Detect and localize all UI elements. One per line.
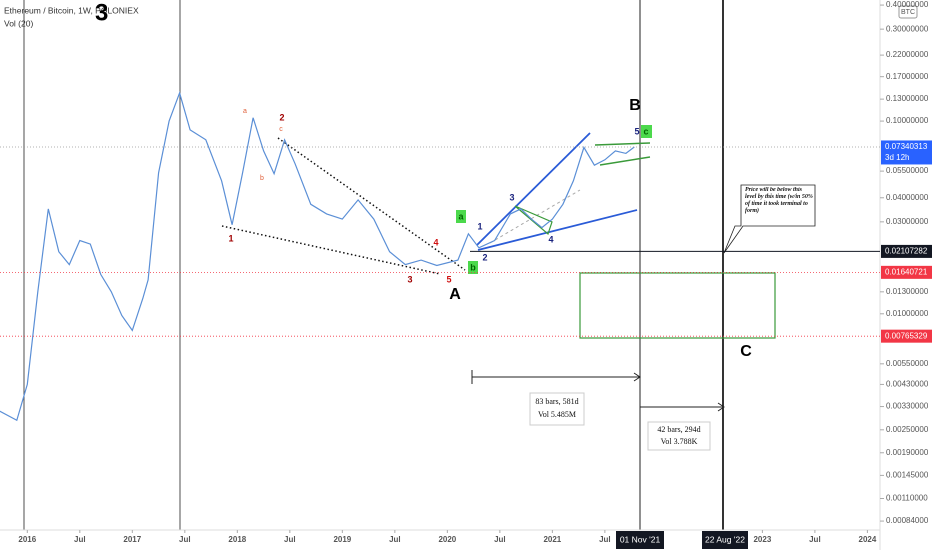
y-tick-label: 0.17000000 [886,72,929,81]
countdown: 3d 12h [885,153,909,162]
price-line [0,90,635,422]
y-tick-label: 0.03000000 [886,217,929,226]
date-marker: 22 Aug '22 [705,534,745,544]
x-tick-label: 2018 [228,535,246,544]
x-tick-label: Jul [179,535,191,544]
measure-range: 42 bars, 294d [657,425,700,434]
indicator-label: Vol (20) [4,18,33,28]
wave-label: 4 [433,237,438,247]
wave-label: 3 [509,192,514,202]
y-tick-label: 0.04000000 [886,193,929,202]
wave-label: 2 [279,112,284,122]
x-tick-label: Jul [599,535,611,544]
price-tag-label: 0.01640721 [885,267,928,276]
price-tag [881,244,932,258]
y-tick-label: 0.00110000 [886,494,928,503]
wave-label: B [629,97,641,114]
wave-label: 1 [477,221,482,231]
y-tick-label: 0.00250000 [886,425,929,434]
wave-label: c [643,126,648,136]
y-tick-label: 0.13000000 [886,94,929,103]
y-tick-label: 0.05500000 [886,166,929,175]
x-tick-label: 2021 [543,535,561,544]
wave-label: c [279,126,283,133]
x-tick-label: Jul [494,535,506,544]
wave-label: 5 [634,126,639,136]
measure-volume: Vol 3.788K [661,437,698,446]
x-tick-label: 2017 [123,535,141,544]
y-tick-label: 0.00084000 [886,516,929,525]
measure-range: 83 bars, 581d [535,397,578,406]
y-tick-label: 0.01300000 [886,287,929,296]
price-tag [881,329,932,343]
currency: BTC [901,9,915,16]
wave-label: b [470,262,476,272]
y-tick-label: 0.00145000 [886,470,929,479]
x-tick-label: Jul [809,535,821,544]
x-tick-label: 2016 [18,535,36,544]
x-tick-label: 2024 [859,535,877,544]
y-tick-label: 0.00430000 [886,380,929,389]
note-box: Price will be below this level by this t… [745,187,813,214]
wave-label: a [458,211,464,221]
y-tick-label: 0.10000000 [886,116,929,125]
wave-label: 4 [548,234,553,244]
x-tick-label: 2020 [438,535,456,544]
x-tick-label: Jul [389,535,401,544]
symbol-title: Ethereum / Bitcoin, 1W, POLONIEX [4,5,139,15]
y-tick-label: 0.30000000 [886,24,929,33]
measure-volume: Vol 5.485M [538,410,576,419]
wave-label: 1 [228,233,233,243]
wave-label: 2 [482,252,487,262]
x-tick-label: 2023 [753,535,771,544]
y-tick-label: 0.00330000 [886,402,929,411]
x-tick-label: Jul [284,535,296,544]
note: Price will be below this level by this t… [745,187,813,214]
price-tag [881,265,932,279]
wave-label: b [260,175,264,182]
wave-label: a [243,108,247,115]
wave-label: C [740,343,752,360]
y-tick-label: 0.00550000 [886,359,929,368]
y-tick-label: 0.00190000 [886,448,929,457]
price-tag [881,140,932,165]
x-tick-label: 2019 [333,535,351,544]
wave-label: 5 [446,274,451,284]
wave-label: A [449,286,461,303]
overlay-number: 3 [95,0,108,26]
price-tag-label: 0.00765329 [885,331,928,340]
y-tick-label: 0.22000000 [886,50,929,59]
price-tag-label: 0.07340313 [885,142,928,151]
x-tick-label: Jul [74,535,86,544]
y-tick-label: 0.01000000 [886,309,929,318]
price-tag-label: 0.02107282 [885,247,928,256]
wave-label: 3 [407,274,412,284]
y-tick-label: 0.40000000 [886,0,929,9]
date-marker: 01 Nov '21 [620,534,661,544]
